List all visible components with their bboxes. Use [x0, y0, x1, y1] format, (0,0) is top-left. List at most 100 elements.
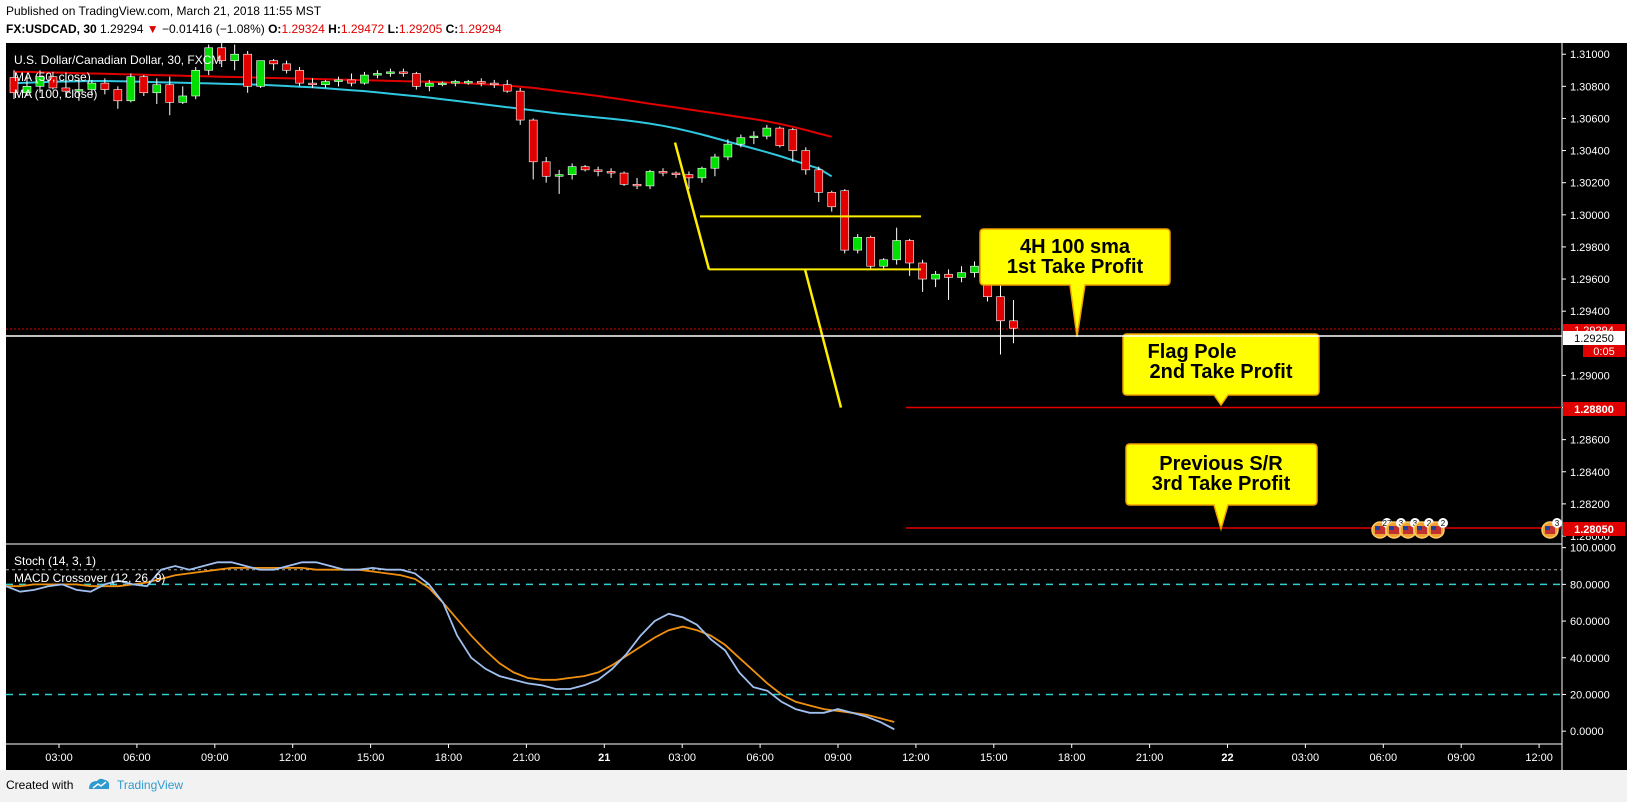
- candle: [931, 271, 940, 288]
- svg-text:06:00: 06:00: [1370, 752, 1398, 764]
- candle: [567, 163, 577, 180]
- candle: [645, 169, 655, 190]
- time-tick: 21:00: [513, 744, 540, 764]
- tradingview-link[interactable]: TradingView: [117, 778, 184, 792]
- candle: [918, 259, 927, 292]
- svg-text:1.30200: 1.30200: [1570, 178, 1610, 190]
- candle: [165, 76, 175, 116]
- event-flag-icon[interactable]: 2: [1413, 518, 1434, 539]
- candle: [749, 131, 759, 145]
- svg-text:1.30800: 1.30800: [1570, 81, 1610, 93]
- time-tick: 18:00: [435, 744, 462, 764]
- candle: [48, 71, 58, 90]
- economic-events[interactable]: 27 3 3 2 2 3: [1371, 518, 1562, 539]
- candle: [347, 73, 356, 87]
- time-axis-strip: [6, 766, 1627, 770]
- svg-text:20.0000: 20.0000: [1570, 689, 1610, 701]
- candle: [970, 261, 979, 278]
- chart-title: U.S. Dollar/Canadian Dollar, 30, FXCM: [14, 53, 221, 67]
- callout-2-line1: Flag Pole: [1148, 341, 1237, 363]
- candle: [801, 147, 811, 175]
- last-price: 1.29294: [100, 22, 144, 36]
- candle: [308, 78, 317, 88]
- candle: [217, 41, 226, 68]
- candle: [879, 258, 888, 270]
- price-tick: 1.30400: [1562, 146, 1610, 158]
- candle: [438, 81, 447, 87]
- callout-3-line2: 3rd Take Profit: [1152, 473, 1291, 495]
- candle: [126, 73, 136, 103]
- price-tick: 1.30800: [1562, 81, 1610, 93]
- candle: [295, 67, 304, 87]
- flag-pole-1: [673, 142, 711, 270]
- svg-text:60.0000: 60.0000: [1570, 616, 1610, 628]
- candle: [35, 70, 45, 93]
- candles: [9, 41, 1018, 355]
- candle: [580, 165, 590, 172]
- candle: [892, 227, 901, 265]
- low-label: L:: [387, 22, 399, 36]
- candle: [515, 87, 525, 125]
- svg-text:22: 22: [1221, 752, 1233, 764]
- candle: [593, 166, 603, 177]
- symbol: FX:USDCAD, 30: [6, 22, 97, 36]
- stoch-d-line: [6, 567, 895, 723]
- chart-panel: [6, 43, 1562, 766]
- time-tick: 12:00: [902, 744, 930, 764]
- event-flag-icon[interactable]: 3: [1541, 518, 1562, 539]
- callout-1-line2: 1st Take Profit: [1007, 256, 1144, 278]
- svg-text:2: 2: [1427, 519, 1432, 528]
- close-label: C:: [445, 22, 459, 36]
- candle: [425, 79, 434, 92]
- price-tick: 1.28600: [1562, 435, 1610, 447]
- time-tick: 15:00: [357, 744, 384, 764]
- svg-text:18:00: 18:00: [1058, 752, 1086, 764]
- svg-text:1.28800: 1.28800: [1574, 404, 1614, 416]
- callout-3-line1: Previous S/R: [1159, 453, 1283, 475]
- candle: [658, 168, 668, 177]
- stoch-k-line: [5, 561, 895, 731]
- price-tick: 1.28200: [1562, 499, 1610, 511]
- candle: [671, 171, 681, 178]
- ma100-legend: MA (100, close): [14, 87, 97, 101]
- svg-text:1.28050: 1.28050: [1574, 524, 1614, 536]
- svg-text:1.28600: 1.28600: [1570, 435, 1610, 447]
- stoch-tick: 0.0000: [1562, 726, 1604, 738]
- stoch-legend: Stoch (14, 3, 1): [14, 554, 96, 568]
- footer: Created with TradingView: [0, 770, 1627, 802]
- callout-3rd-take-profit: Previous S/R 3rd Take Profit: [1125, 443, 1318, 532]
- candle: [386, 68, 395, 77]
- price-tick: 1.30600: [1562, 113, 1610, 125]
- candle: [100, 78, 110, 95]
- time-tick: 06:00: [1370, 744, 1398, 764]
- open-value: 1.29324: [281, 22, 325, 36]
- time-tick: 09:00: [824, 744, 852, 764]
- chart-canvas[interactable]: 1.31000 1.30800 1.30600 1.30400 1.30200 1.300…: [0, 0, 1627, 770]
- candle: [814, 166, 824, 202]
- candle: [957, 266, 966, 283]
- price-tick: 1.29800: [1562, 242, 1610, 254]
- candle: [256, 60, 265, 88]
- candle: [230, 44, 239, 71]
- candle: [827, 190, 837, 212]
- time-tick: 06:00: [746, 744, 774, 764]
- candle: [191, 67, 201, 100]
- stoch-tick: 40.0000: [1562, 653, 1610, 665]
- close-value: 1.29294: [458, 22, 502, 36]
- callout-2nd-take-profit: Flag Pole 2nd Take Profit: [1122, 333, 1320, 407]
- candle: [61, 76, 71, 98]
- candle: [204, 44, 213, 76]
- candle: [840, 189, 850, 254]
- svg-text:12:00: 12:00: [902, 752, 930, 764]
- down-arrow-icon: ▼: [146, 22, 159, 36]
- stoch-tick: 100.0000: [1562, 543, 1616, 555]
- event-flag-icon[interactable]: 2: [1427, 518, 1448, 539]
- time-tick: 06:00: [123, 744, 151, 764]
- candle: [321, 79, 330, 88]
- svg-text:0:05: 0:05: [1593, 346, 1614, 358]
- svg-text:12:00: 12:00: [1525, 752, 1553, 764]
- price-tick: 1.28400: [1562, 467, 1610, 479]
- svg-text:21: 21: [598, 752, 610, 764]
- time-tick: 21:00: [1136, 744, 1163, 764]
- time-tick: 03:00: [45, 744, 73, 764]
